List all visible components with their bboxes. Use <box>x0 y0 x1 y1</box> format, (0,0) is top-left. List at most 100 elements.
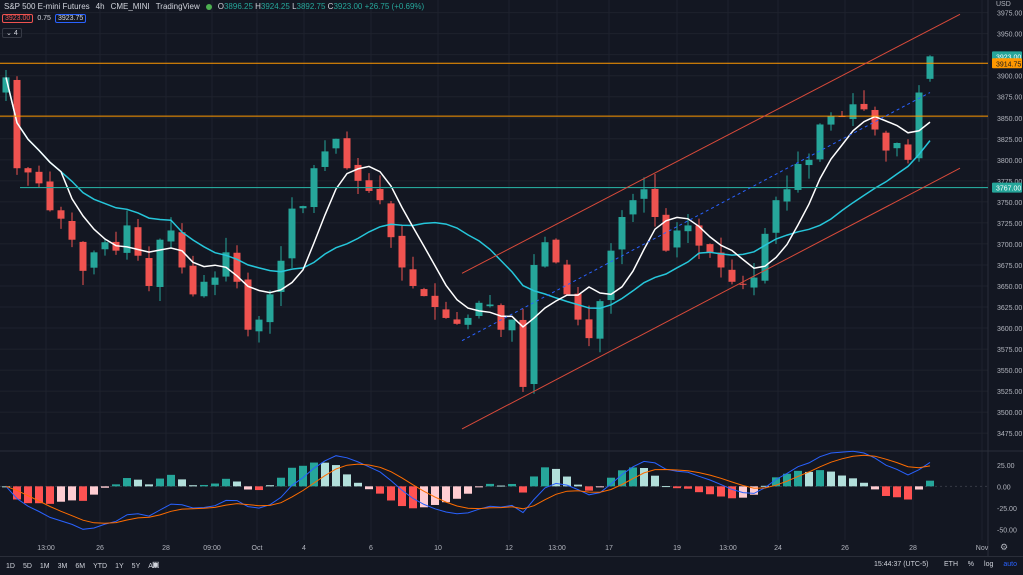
settings-gear-icon[interactable]: ⚙ <box>1000 543 1008 553</box>
range-5d[interactable]: 5D <box>22 562 32 570</box>
macd-bar <box>255 486 263 491</box>
candle-body <box>222 252 230 277</box>
fast-moving-average <box>5 77 931 328</box>
calendar-icon[interactable]: ▣ <box>152 560 160 569</box>
macd-bar <box>805 471 813 487</box>
macd-bar <box>453 486 461 499</box>
currency-label: USD <box>996 1 1011 8</box>
candle-body <box>365 180 373 191</box>
macd-bar <box>310 462 318 487</box>
macd-bar <box>200 484 208 487</box>
time-tick-label: 19 <box>673 545 681 552</box>
time-tick-label: 28 <box>909 545 917 552</box>
candle-body <box>739 283 747 285</box>
range-all[interactable]: All <box>148 562 157 570</box>
time-tick-label: 10 <box>434 545 442 552</box>
macd-bar <box>57 486 65 502</box>
open-value: 3896.25 <box>223 2 253 11</box>
scale-options: % log auto <box>968 561 1017 568</box>
candle-body <box>629 200 637 215</box>
time-tick-label: 13:00 <box>719 545 737 552</box>
macd-bar <box>717 486 725 497</box>
candle-body <box>178 232 186 268</box>
candle-body <box>893 142 901 149</box>
macd-bar <box>772 477 780 487</box>
interval[interactable]: 4h <box>95 2 105 11</box>
price-tick-label: 3625.00 <box>997 305 1022 312</box>
candle-body <box>761 233 769 281</box>
macd-bar <box>596 486 604 488</box>
macd-bar <box>926 480 934 487</box>
candle-body <box>860 103 868 110</box>
clock-time[interactable]: 15:44:37 (UTC-5) <box>874 561 929 568</box>
time-tick-label: 4 <box>302 545 306 552</box>
macd-bar <box>475 486 483 488</box>
time-tick-label: 26 <box>841 545 849 552</box>
macd-bar <box>90 486 98 495</box>
indicators-toggle[interactable]: ⌄ 4 <box>2 28 22 38</box>
candle-body <box>618 217 626 250</box>
candle-body <box>750 277 758 288</box>
candle-body <box>343 138 351 169</box>
candle-body <box>90 252 98 268</box>
price-tag-label: 3767.00 <box>996 186 1021 193</box>
candle-body <box>706 244 714 253</box>
auto-toggle[interactable]: auto <box>1003 561 1017 568</box>
ask-button[interactable]: 3923.75 <box>54 14 87 23</box>
macd-bar <box>849 478 857 487</box>
percent-toggle[interactable]: % <box>967 561 975 568</box>
candle-body <box>68 220 76 240</box>
candle-body <box>35 171 43 184</box>
macd-bar <box>728 486 736 499</box>
channel-midline <box>461 92 931 342</box>
range-3m[interactable]: 3M <box>57 562 68 570</box>
macd-bar <box>684 486 692 489</box>
macd-bar <box>167 474 175 487</box>
price-axis: 3975.003950.003925.003900.003875.003850.… <box>996 1 1022 438</box>
macd-bar <box>222 478 230 487</box>
candle-body <box>695 225 703 246</box>
range-1d[interactable]: 1D <box>6 562 15 570</box>
time-tick-label: 13:00 <box>548 545 566 552</box>
candle-body <box>376 188 384 201</box>
price-tick-label: 3650.00 <box>997 284 1022 291</box>
macd-bar <box>629 467 637 487</box>
log-toggle[interactable]: log <box>984 561 994 568</box>
macd-bar <box>409 486 417 509</box>
price-tick-label: 3775.00 <box>997 179 1022 186</box>
macd-bar <box>321 462 329 487</box>
macd-bar <box>46 486 54 504</box>
candle-body <box>717 252 725 268</box>
session-toggle[interactable]: ETH <box>944 561 958 568</box>
macd-bar <box>79 486 87 501</box>
range-1m[interactable]: 1M <box>39 562 50 570</box>
price-tick-label: 3475.00 <box>997 431 1022 438</box>
range-ytd[interactable]: YTD <box>93 562 108 570</box>
macd-bar <box>123 478 131 487</box>
change-value: +26.75 (+0.69%) <box>364 2 425 11</box>
candle-body <box>904 144 912 160</box>
candle-body <box>134 227 142 256</box>
macd-bar <box>750 486 758 495</box>
macd-bar <box>277 477 285 487</box>
symbol-name[interactable]: S&P 500 E-mini Futures <box>4 2 90 11</box>
candle-body <box>475 302 483 316</box>
grid <box>0 0 988 540</box>
candle-body <box>321 151 329 167</box>
candle-body <box>530 264 538 385</box>
range-6m[interactable]: 6M <box>75 562 86 570</box>
time-tick-label: 28 <box>162 545 170 552</box>
quote-bar: 3923.00 0.75 3923.75 <box>2 14 87 23</box>
candle-body <box>794 164 802 190</box>
candle-body <box>849 104 857 120</box>
candle-body <box>24 168 32 173</box>
macd-bar <box>343 474 351 487</box>
indicator-count: 4 <box>13 30 18 37</box>
macd-bar <box>783 473 791 487</box>
range-5y[interactable]: 5Y <box>131 562 141 570</box>
bid-button[interactable]: 3923.00 <box>2 14 34 23</box>
price-tick-label: 3825.00 <box>997 137 1022 144</box>
range-1y[interactable]: 1Y <box>115 562 124 570</box>
macd-bar <box>365 486 373 490</box>
